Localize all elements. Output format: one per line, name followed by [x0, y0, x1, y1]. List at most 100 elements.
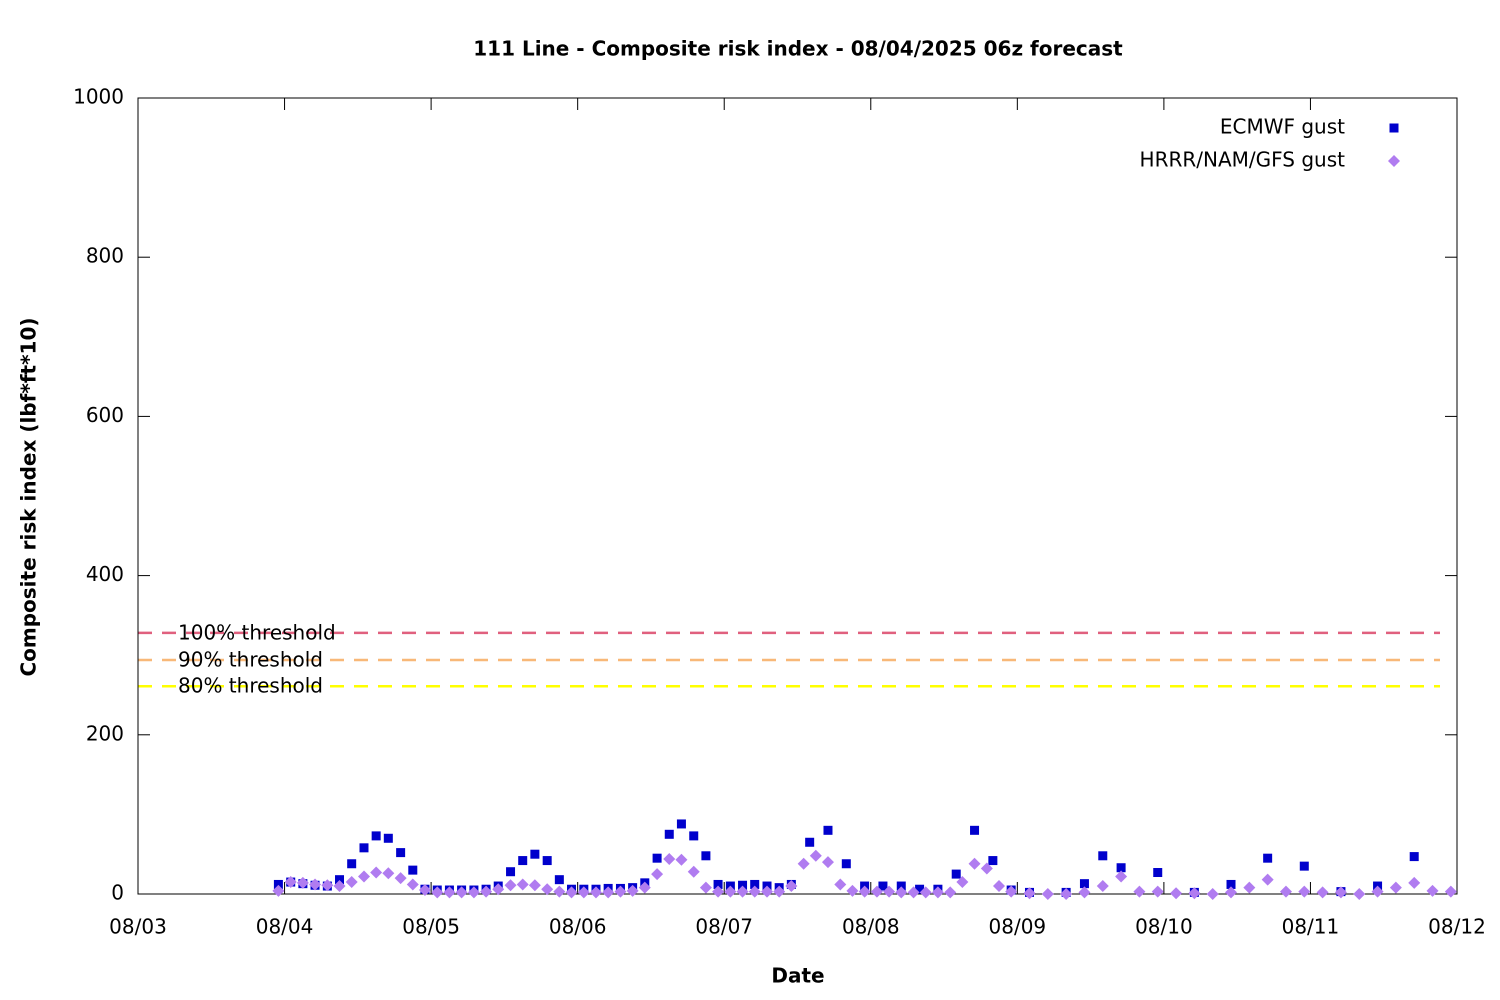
data-point [944, 886, 957, 899]
data-point [1263, 853, 1273, 863]
data-point [805, 837, 815, 847]
data-point [1316, 886, 1329, 899]
x-tick-label: 08/07 [695, 915, 753, 939]
data-point [467, 886, 480, 899]
data-point [357, 870, 370, 883]
data-point [651, 868, 664, 881]
chart-title: 111 Line - Composite risk index - 08/04/… [473, 37, 1123, 61]
data-point [492, 883, 505, 896]
data-point [383, 833, 393, 843]
y-tick-label: 200 [86, 721, 124, 745]
data-point [980, 862, 993, 875]
data-point [1041, 888, 1054, 900]
threshold-label: 90% threshold [178, 647, 323, 671]
data-point [676, 819, 686, 829]
data-point [1188, 887, 1201, 900]
data-point [834, 878, 847, 891]
data-point [993, 880, 1006, 893]
data-point [951, 869, 961, 879]
data-point [1225, 886, 1238, 899]
data-point [554, 875, 564, 885]
data-point [565, 886, 578, 899]
data-point [712, 885, 725, 898]
data-point [956, 876, 969, 889]
data-point [736, 885, 749, 898]
data-point [988, 856, 998, 866]
data-point [284, 876, 297, 889]
data-point [516, 878, 529, 891]
data-point [823, 825, 833, 835]
x-tick-label: 08/08 [842, 915, 900, 939]
x-tick-label: 08/12 [1428, 915, 1486, 939]
data-point [602, 886, 615, 899]
data-point [1153, 868, 1163, 878]
x-tick-label: 08/04 [256, 915, 314, 939]
data-point [713, 879, 723, 889]
y-tick-label: 1000 [73, 85, 124, 109]
plot-frame [137, 97, 1458, 895]
data-point [382, 867, 395, 880]
data-point [1299, 861, 1309, 871]
data-point [652, 853, 662, 863]
data-point [333, 880, 346, 893]
data-point [687, 865, 700, 878]
data-point [542, 856, 552, 866]
data-point [1115, 870, 1128, 883]
data-point [321, 879, 334, 892]
data-point [738, 880, 748, 890]
y-axis-label: Composite risk index (lbf*ft*10) [17, 317, 41, 676]
y-tick-label: 400 [86, 562, 124, 586]
data-point [1078, 886, 1091, 899]
data-point [518, 856, 528, 866]
data-point [506, 867, 516, 877]
data-point [273, 879, 283, 889]
data-point [1279, 885, 1292, 898]
data-point [701, 851, 711, 861]
data-point [589, 886, 602, 899]
legend-label: HRRR/NAM/GFS gust [1140, 148, 1346, 172]
x-tick-label: 08/06 [549, 915, 607, 939]
data-point [371, 831, 381, 841]
data-point [870, 885, 883, 898]
data-point [1023, 887, 1036, 900]
x-tick-label: 08/09 [989, 915, 1047, 939]
data-point [785, 880, 798, 893]
data-point [614, 885, 627, 898]
legend-marker [1388, 155, 1400, 167]
data-point [841, 859, 851, 869]
legend-label: ECMWF gust [1220, 115, 1345, 139]
data-point [504, 879, 517, 892]
data-point [309, 878, 322, 891]
x-tick-label: 08/10 [1135, 915, 1193, 939]
data-point [455, 886, 468, 899]
data-point [370, 866, 383, 879]
data-point [858, 885, 871, 898]
data-point [883, 885, 896, 898]
data-point [1151, 885, 1164, 898]
data-point [1206, 888, 1219, 900]
data-point [915, 884, 925, 894]
data-point [443, 886, 456, 899]
data-point [272, 884, 285, 897]
data-point [689, 831, 699, 841]
data-point [1243, 881, 1256, 894]
data-point [359, 843, 369, 853]
data-point [553, 885, 566, 898]
y-tick-label: 800 [86, 244, 124, 268]
data-point [577, 886, 590, 899]
data-point [761, 885, 774, 898]
threshold-label: 100% threshold [178, 620, 336, 644]
x-tick-label: 08/05 [402, 915, 460, 939]
threshold-label: 80% threshold [178, 674, 323, 698]
data-point [530, 849, 540, 859]
data-point [1060, 888, 1073, 900]
data-point [664, 829, 674, 839]
legend-marker [1389, 123, 1399, 133]
data-point [528, 879, 541, 892]
data-point [919, 886, 932, 899]
data-point [773, 885, 786, 898]
data-point [1096, 880, 1109, 893]
data-point [663, 852, 676, 865]
